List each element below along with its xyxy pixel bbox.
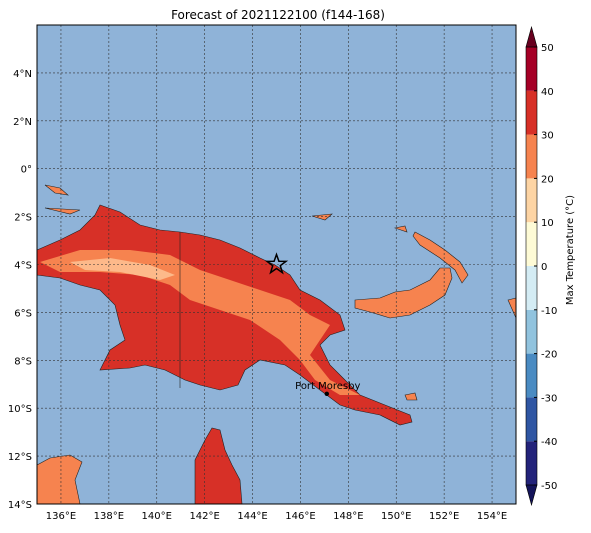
colorbar-band (526, 266, 537, 310)
colorbar-band (526, 90, 537, 135)
land (36, 184, 517, 505)
lon-tick-label: 138°E (94, 511, 124, 522)
colorbar-tick-label: 10 (541, 218, 554, 229)
lat-tick-label: 6°S (14, 308, 32, 319)
colorbar-under (525, 484, 538, 507)
colorbar-tick-label: -40 (541, 437, 557, 448)
city-marker (324, 391, 329, 397)
lon-tick-label: 142°E (189, 511, 219, 522)
colorbar-tick-label: 0 (541, 262, 547, 273)
island (311, 213, 333, 221)
colorbar-over (525, 25, 538, 48)
australia-west (36, 454, 83, 505)
colorbar-band (526, 353, 537, 398)
colorbar-tick-label: -50 (541, 481, 557, 492)
lat-tick-label: 4°S (14, 261, 32, 272)
lat-tick-label: 2°S (14, 213, 32, 224)
lat-tick-label: 10°S (8, 404, 32, 415)
lon-tick-label: 144°E (237, 511, 267, 522)
colorbar-band (526, 397, 537, 442)
colorbar-tick-label: -10 (541, 306, 557, 317)
island (404, 392, 418, 401)
lon-tick-label: 154°E (477, 511, 507, 522)
lat-tick-label: 4°N (13, 69, 32, 80)
lat-tick-label: 0° (21, 165, 32, 176)
colorbar-tick-label: 50 (541, 43, 554, 54)
colorbar-band (526, 178, 537, 223)
colorbar-tick-label: 20 (541, 174, 554, 185)
warm-band (40, 250, 360, 395)
lon-tick-label: 140°E (142, 511, 172, 522)
island (393, 225, 408, 233)
lon-tick-label: 152°E (429, 511, 459, 522)
lon-tick-label: 136°E (46, 511, 76, 522)
island (44, 184, 69, 196)
lat-tick-label: 12°S (8, 452, 32, 463)
colorbar-band (526, 309, 537, 354)
city-label: Port Moresby (295, 381, 360, 392)
lon-tick-label: 150°E (381, 511, 411, 522)
lon-tick-label: 148°E (333, 511, 363, 522)
colorbar-band (526, 134, 537, 179)
colorbar-tick-label: -20 (541, 350, 557, 361)
lat-tick-label: 14°S (8, 500, 32, 511)
lat-tick-label: 2°N (13, 117, 32, 128)
new-ireland (412, 231, 469, 284)
map-title: Forecast of 2021122100 (f144-168) (171, 8, 385, 22)
new-britain (354, 267, 453, 319)
lat-tick-label: 8°S (14, 356, 32, 367)
colorbar-tick-label: 30 (541, 131, 554, 142)
star-marker (264, 252, 289, 275)
map-frame (36, 24, 517, 505)
warm-patch (70, 258, 175, 280)
colorbar-band (526, 441, 537, 485)
colorbar-band (526, 47, 537, 91)
cape-york (194, 427, 243, 505)
colorbar-band (526, 222, 537, 266)
colorbar-tick-label: -30 (541, 393, 557, 404)
lon-tick-label: 146°E (285, 511, 315, 522)
island (44, 207, 81, 215)
colorbar-tick-label: 40 (541, 87, 554, 98)
colorbar-label: Max Temperature (°C) (565, 195, 576, 305)
